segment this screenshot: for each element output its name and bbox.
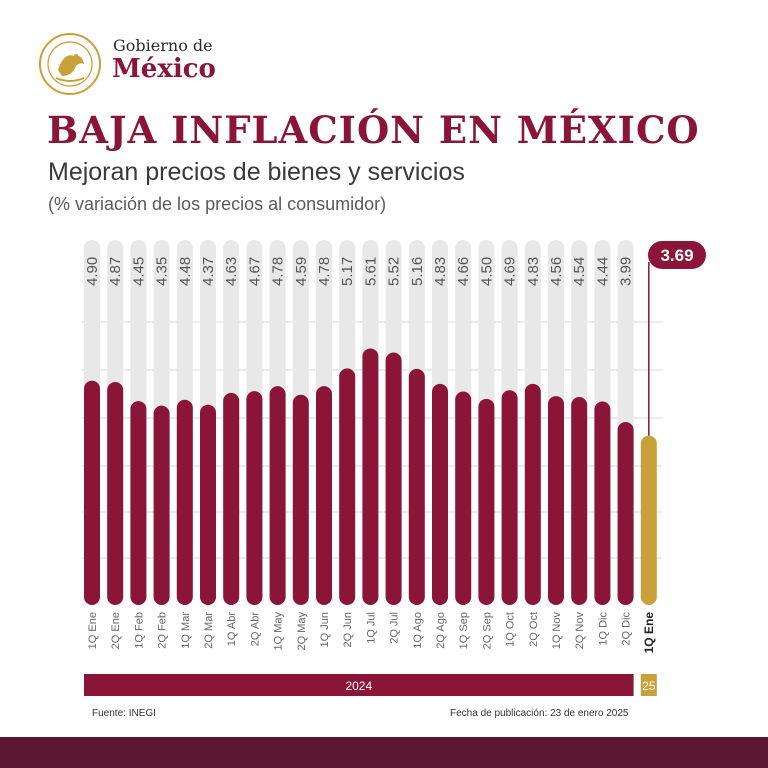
category-label: 1Q Ene	[87, 612, 99, 649]
category-label: 2Q Ago	[435, 612, 447, 649]
bar-value-label: 4.54	[571, 257, 588, 286]
category-label: 1Q Nov	[551, 612, 563, 650]
category-label: 2Q Feb	[157, 612, 169, 649]
bar	[153, 405, 170, 605]
bar	[594, 401, 611, 605]
bar-value-label: 4.83	[432, 257, 449, 286]
year-band-label: 2024	[345, 679, 372, 693]
bar-value-label: 4.66	[455, 257, 472, 286]
bar-value-label: 4.83	[525, 257, 542, 286]
category-label: 2Q Ene	[110, 612, 122, 649]
callout-badge	[648, 241, 706, 269]
year-band	[640, 674, 657, 696]
bar	[640, 435, 657, 605]
bar	[339, 368, 356, 605]
bar-value-label: 4.78	[316, 257, 333, 286]
bar-value-label: 4.63	[223, 257, 240, 286]
bar	[548, 396, 564, 605]
category-label: 2Q Nov	[574, 612, 586, 650]
brand-line-1: Gobierno de	[113, 36, 213, 55]
category-label: 1Q Sep	[458, 612, 470, 649]
category-label: 2Q Jun	[342, 612, 354, 647]
category-label: 1Q Abr	[226, 612, 238, 647]
bar-value-label: 5.16	[409, 257, 426, 286]
bar-value-label: 4.35	[154, 257, 171, 286]
publication-date: Fecha de publicación: 23 de enero 2025	[450, 708, 629, 719]
bar-value-label: 4.48	[177, 257, 194, 286]
bar	[362, 348, 379, 605]
bar	[478, 398, 495, 605]
category-label: 2Q Oct	[528, 612, 540, 647]
bar	[617, 421, 634, 605]
bar	[408, 368, 425, 605]
bar-value-label: 4.78	[270, 257, 287, 286]
bar-value-label: 4.67	[246, 257, 263, 286]
bar	[316, 386, 332, 605]
bar-value-label: 4.37	[200, 257, 217, 286]
category-label: 2Q Abr	[249, 612, 261, 647]
bar	[571, 396, 588, 605]
bar-value-label: 4.59	[293, 257, 310, 286]
bar-value-label: 4.44	[594, 257, 611, 286]
category-label: 2Q Dic	[621, 612, 633, 646]
bar	[455, 391, 472, 605]
bar	[269, 386, 286, 605]
category-label: 1Q Oct	[505, 612, 517, 647]
bar	[176, 399, 193, 605]
category-label: 1Q Jul	[365, 612, 377, 644]
bar-value-label: 4.45	[130, 257, 147, 286]
bar	[130, 401, 147, 605]
bar	[501, 390, 518, 605]
bar-value-label: 3.99	[618, 257, 635, 286]
category-label: 2Q Jul	[389, 612, 401, 644]
category-label: 1Q Ago	[412, 612, 424, 649]
bar	[292, 394, 309, 605]
category-label: 1Q Dic	[597, 612, 609, 646]
coat-of-arms-logo	[38, 32, 102, 96]
bar-value-label: 5.52	[386, 257, 403, 286]
category-label: 1Q Ene	[642, 612, 656, 654]
bar-value-label: 4.56	[548, 257, 565, 286]
category-label: 1Q May	[273, 612, 285, 651]
bar	[246, 391, 263, 605]
bar	[200, 404, 216, 605]
source-note: Fuente: INEGI	[92, 708, 156, 719]
bar-value-label: 4.90	[84, 257, 101, 286]
page-subtitle: Mejoran precios de bienes y servicios	[48, 158, 465, 186]
bar	[84, 380, 100, 605]
bar-value-label: 4.87	[107, 257, 124, 286]
bar-value-label: 4.50	[478, 257, 495, 286]
category-label: 2Q May	[296, 612, 308, 651]
page-subtitle-units: (% variación de los precios al consumido…	[48, 194, 387, 214]
category-label: 2Q Sep	[481, 612, 493, 649]
category-label: 1Q Mar	[180, 612, 192, 649]
bar	[223, 392, 240, 605]
bar	[107, 382, 124, 605]
brand-line-2: México	[112, 54, 216, 84]
bar	[524, 383, 541, 605]
category-label: 1Q Feb	[133, 612, 145, 649]
year-band-label: 25	[642, 679, 656, 693]
bar-value-label: 4.69	[502, 257, 519, 286]
bar-value-label: 5.17	[339, 257, 356, 286]
page-title: BAJA INFLACIÓN EN MÉXICO	[47, 108, 700, 152]
category-label: 2Q Mar	[203, 612, 215, 649]
bar-value-label: 5.61	[362, 257, 379, 286]
category-label: 1Q Jun	[319, 612, 331, 647]
footer-band	[0, 737, 768, 768]
bar	[385, 352, 402, 605]
year-band	[84, 674, 634, 696]
bar	[432, 383, 448, 605]
highlight-value-label: 3.69	[660, 246, 693, 265]
